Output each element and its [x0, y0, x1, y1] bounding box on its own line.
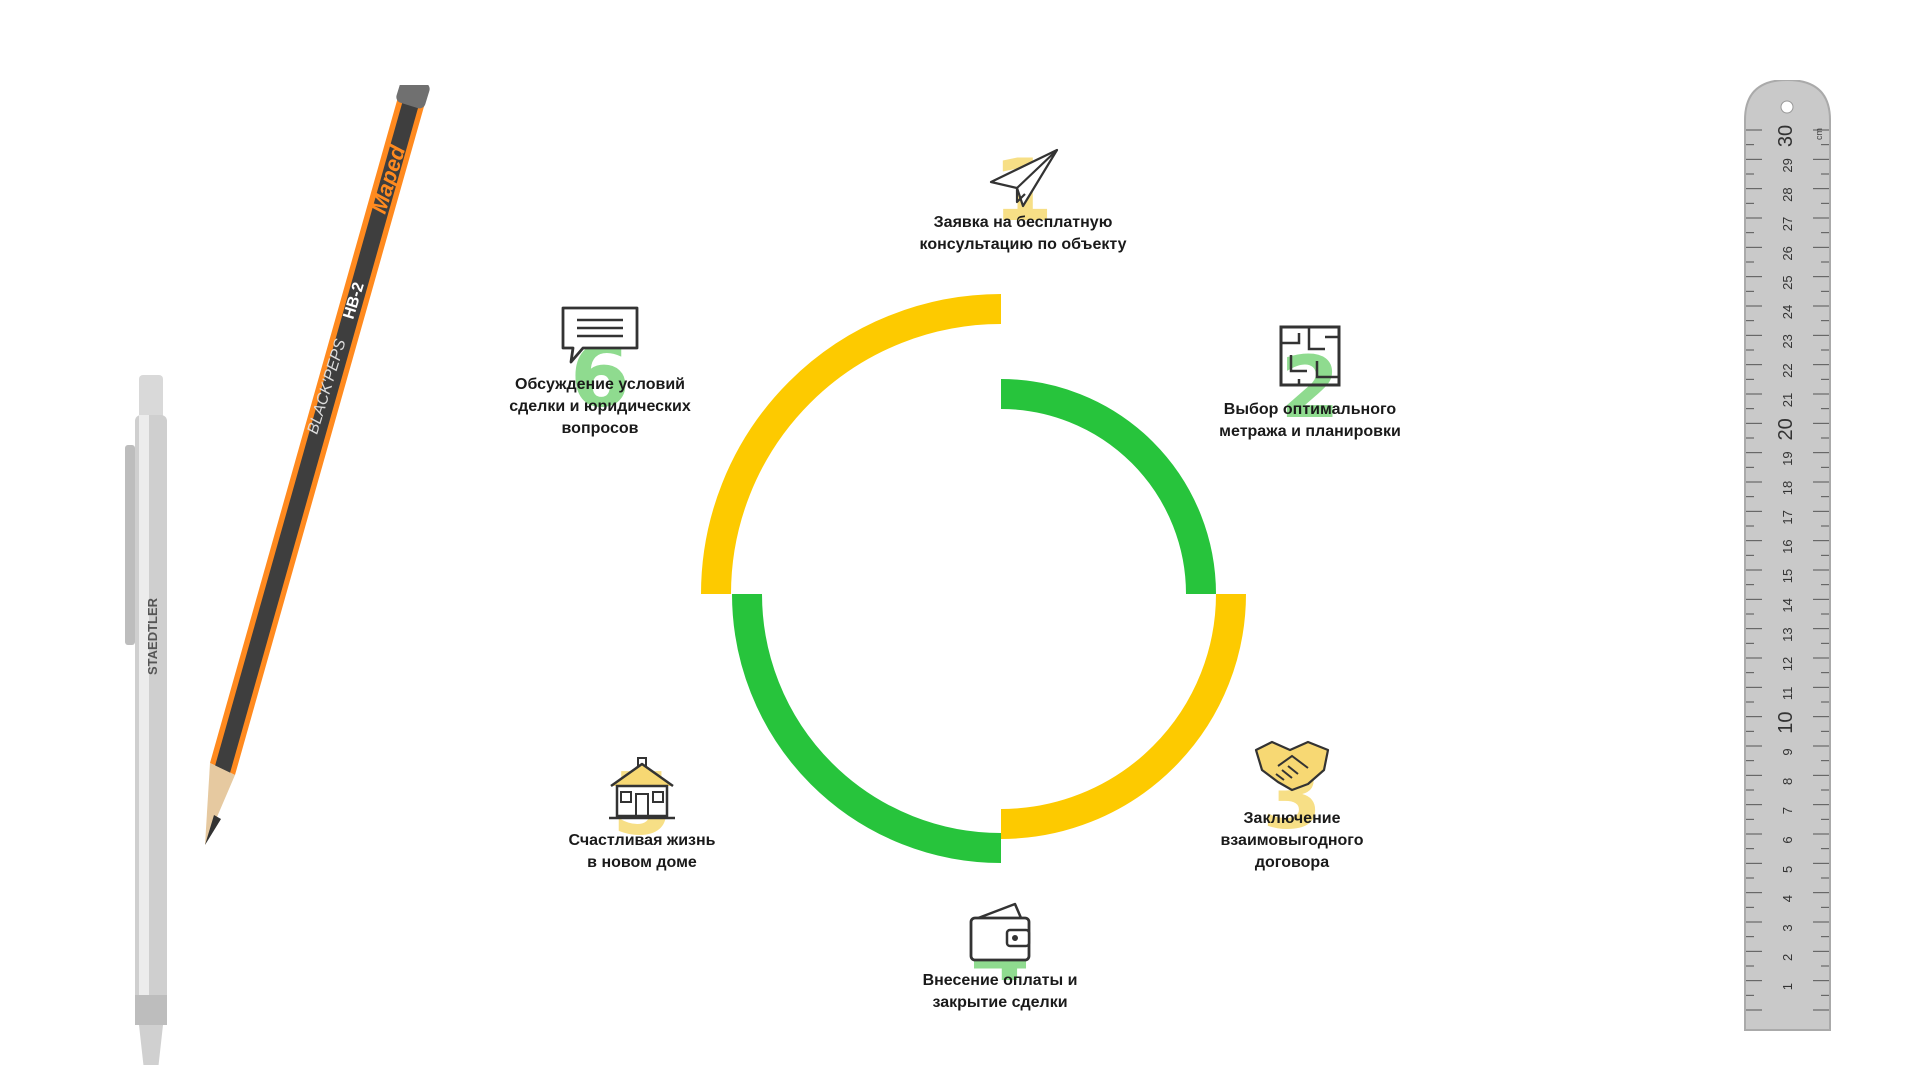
ruler-number: 15: [1780, 569, 1795, 583]
ruler-number: 14: [1780, 598, 1795, 612]
ring-arc-step-2: [1000, 379, 1216, 595]
ruler-number: 26: [1780, 246, 1795, 260]
mech-pencil-brand-text: STAEDTLER: [145, 597, 160, 675]
step-1: 1 Заявка на бесплатную консультацию по о…: [893, 146, 1153, 256]
floor-plan-icon: [1279, 325, 1341, 387]
step-label-6: Обсуждение условий сделки и юридических …: [509, 376, 691, 437]
ruler-number: 12: [1780, 657, 1795, 671]
ruler-number: 22: [1780, 363, 1795, 377]
ruler-number: 27: [1780, 217, 1795, 231]
step-6: 6 Обсуждение условий сделки и юридически…: [470, 304, 730, 440]
step-2: 2 Выбор оптимального метража и планировк…: [1180, 323, 1440, 443]
ruler-number: 24: [1780, 305, 1795, 319]
ruler-number: 19: [1780, 451, 1795, 465]
ruler-number: 28: [1780, 187, 1795, 201]
ruler-number: 8: [1780, 778, 1795, 785]
ruler-number: 5: [1780, 866, 1795, 873]
step-4: 4 Внесение оплаты и закрытие сделки: [870, 898, 1130, 1014]
ring-arc-step-3: [1000, 593, 1246, 839]
ruler-number: 23: [1780, 334, 1795, 348]
ruler-number: 16: [1780, 539, 1795, 553]
ruler-number: 17: [1780, 510, 1795, 524]
step-5: 5 Счастливая жизнь в новом доме: [512, 756, 772, 874]
wallet-icon: [969, 902, 1031, 962]
ruler-number: 10: [1775, 712, 1797, 734]
ruler-illustration: 1234567891011121314151617181920212223242…: [1744, 80, 1831, 1031]
ruler-number: 11: [1780, 687, 1795, 701]
step-label-5: Счастливая жизнь в новом доме: [568, 832, 716, 871]
step-label-2: Выбор оптимального метража и планировки: [1219, 401, 1401, 440]
ruler-number: 21: [1780, 393, 1795, 407]
step-3: 3 Заключение взаимовыгодного договора: [1162, 736, 1422, 874]
ruler-number: 2: [1780, 954, 1795, 961]
ruler-number: 18: [1780, 481, 1795, 495]
paper-plane-icon: [989, 148, 1059, 208]
pencil-illustration: Maped HB-2 BLACK'PEPS STAEDTLER: [125, 85, 430, 1065]
step-label-1: Заявка на бесплатную консультацию по объ…: [919, 214, 1127, 253]
ruler-number: 6: [1780, 836, 1795, 843]
ring-arc-step-4: [732, 593, 1002, 863]
house-icon: [609, 757, 675, 820]
ruler-number: 29: [1780, 158, 1795, 172]
ruler-number: 7: [1780, 807, 1795, 814]
ruler-number: 25: [1780, 275, 1795, 289]
handshake-icon: [1254, 740, 1330, 792]
ring-arc-step-1: [701, 294, 1002, 595]
ruler-number: 30: [1775, 125, 1797, 147]
mechanical-pencil: STAEDTLER: [125, 375, 167, 1065]
ruler-unit-text: cm: [1814, 128, 1824, 140]
ruler-number: 9: [1780, 748, 1795, 755]
ruler-number: 4: [1780, 895, 1795, 902]
ruler-ticks: 1234567891011121314151617181920212223242…: [1746, 125, 1829, 1011]
ruler-number: 20: [1775, 418, 1797, 440]
ruler-number: 13: [1780, 627, 1795, 641]
ruler-number: 1: [1780, 983, 1795, 990]
ruler-number: 3: [1780, 924, 1795, 931]
step-label-4: Внесение оплаты и закрытие сделки: [922, 972, 1078, 1011]
chat-message-icon: [561, 306, 639, 364]
step-label-3: Заключение взаимовыгодного договора: [1220, 810, 1364, 871]
